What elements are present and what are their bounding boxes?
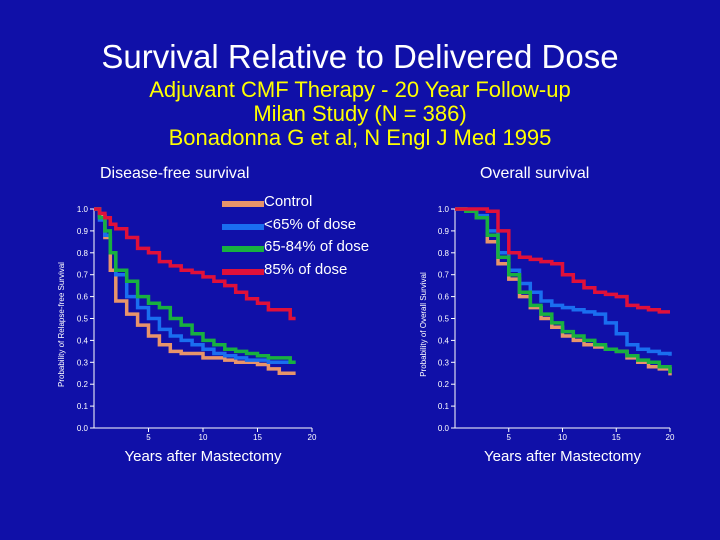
- y-tick-label: 0.6: [77, 293, 89, 302]
- x-tick-label: 15: [612, 433, 621, 442]
- x-tick-label: 20: [308, 433, 317, 442]
- y-tick-label: 0.2: [438, 380, 450, 389]
- y-axis-label: Probability of Relapse-free Survival: [57, 262, 66, 387]
- y-tick-label: 0.0: [438, 424, 450, 433]
- series-line: [94, 207, 296, 321]
- y-tick-label: 0.3: [77, 358, 89, 367]
- y-tick-label: 0.1: [77, 402, 89, 411]
- y-tick-label: 0.2: [77, 380, 89, 389]
- legend-swatch: [222, 246, 264, 252]
- x-tick-label: 10: [199, 433, 208, 442]
- legend-swatch: [222, 223, 264, 230]
- legend-label: 65-84% of dose: [264, 238, 370, 255]
- series-line: [455, 207, 672, 374]
- x-tick-label: 5: [507, 433, 512, 442]
- y-axis-label: Probability of Overall Survival: [419, 272, 428, 377]
- series-line: [94, 207, 296, 376]
- legend-swatch: [222, 201, 264, 207]
- y-tick-label: 0.5: [438, 315, 450, 324]
- y-tick-label: 0.3: [438, 358, 450, 367]
- subtitle-line: Milan Study (N = 386): [253, 101, 467, 126]
- y-tick-label: 0.0: [77, 424, 89, 433]
- subtitle-line: Bonadonna G et al, N Engl J Med 1995: [168, 125, 552, 150]
- series-line: [94, 207, 296, 365]
- y-tick-label: 0.9: [77, 227, 89, 236]
- x-tick-label: 5: [146, 433, 151, 442]
- x-axis-label: Years after Mastectomy: [124, 448, 282, 465]
- legend-label: 85% of dose: [264, 260, 348, 278]
- series-line: [455, 207, 670, 314]
- os-panel-title: Overall survival: [480, 165, 590, 182]
- y-tick-label: 0.7: [77, 271, 89, 280]
- series-line: [455, 207, 672, 356]
- x-tick-label: 15: [253, 433, 262, 442]
- page-title: Survival Relative to Delivered Dose: [101, 38, 619, 75]
- y-tick-label: 0.1: [438, 402, 450, 411]
- y-tick-label: 0.9: [438, 227, 450, 236]
- x-axis-label: Years after Mastectomy: [484, 448, 642, 465]
- y-tick-label: 0.5: [77, 315, 89, 324]
- y-tick-label: 0.8: [438, 249, 450, 258]
- dfs-panel-title: Disease-free survival: [100, 165, 250, 182]
- y-tick-label: 0.4: [438, 336, 450, 345]
- y-tick-label: 0.6: [438, 293, 450, 302]
- y-tick-label: 0.4: [77, 336, 89, 345]
- legend-label: <65% of dose: [264, 215, 357, 233]
- subtitle-line: Adjuvant CMF Therapy - 20 Year Follow-up: [149, 77, 571, 102]
- page-subtitle: Adjuvant CMF Therapy - 20 Year Follow-up…: [0, 78, 720, 150]
- y-tick-label: 0.7: [438, 271, 450, 280]
- x-tick-label: 20: [666, 433, 675, 442]
- legend-label: Control: [264, 193, 313, 210]
- y-tick-label: 1.0: [438, 205, 450, 214]
- x-tick-label: 10: [558, 433, 567, 442]
- y-tick-label: 1.0: [77, 205, 89, 214]
- y-tick-label: 0.8: [77, 249, 89, 258]
- legend-swatch: [222, 268, 264, 275]
